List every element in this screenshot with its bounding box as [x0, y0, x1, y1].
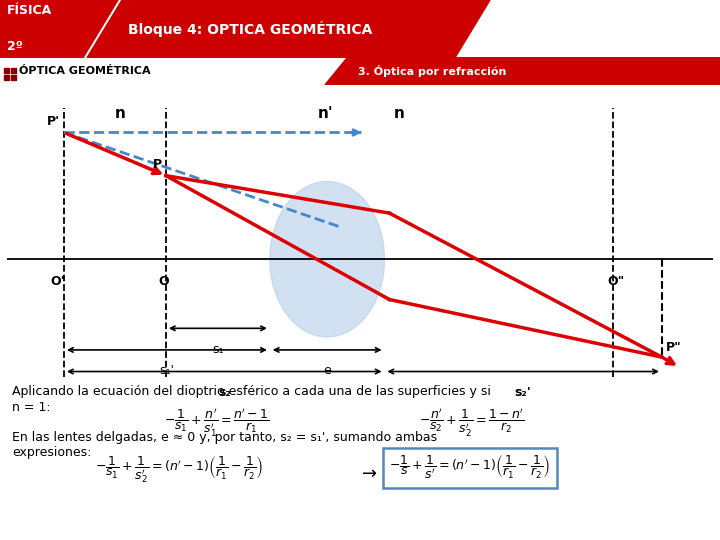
Text: P: P: [153, 158, 162, 172]
Bar: [11, 68, 16, 73]
Text: s₂': s₂': [515, 386, 531, 399]
Text: Bloque 4: OPTICA GEOMÉTRICA: Bloque 4: OPTICA GEOMÉTRICA: [128, 21, 372, 37]
Bar: [4, 68, 9, 73]
Bar: [4, 75, 9, 80]
Polygon shape: [325, 57, 720, 85]
Text: $-\dfrac{1}{s_1}+\dfrac{n^{\prime}}{s_1^{\prime}}=\dfrac{n^{\prime}-1}{r_1}$: $-\dfrac{1}{s_1}+\dfrac{n^{\prime}}{s_1^…: [164, 407, 270, 440]
Bar: [11, 75, 16, 80]
Text: expresiones:: expresiones:: [12, 446, 91, 459]
Text: P': P': [47, 115, 60, 129]
Text: s₁: s₁: [212, 343, 224, 356]
Text: $-\dfrac{n^{\prime}}{s_2}+\dfrac{1}{s_2^{\prime}}=\dfrac{1-n^{\prime}}{r_2}$: $-\dfrac{n^{\prime}}{s_2}+\dfrac{1}{s_2^…: [419, 407, 524, 440]
Text: n: n: [394, 106, 405, 121]
Polygon shape: [0, 0, 118, 58]
Text: En las lentes delgadas, e ≈ 0 y, por tanto, s₂ = s₁', sumando ambas: En las lentes delgadas, e ≈ 0 y, por tan…: [12, 430, 437, 443]
Text: 3. Óptica por refracción: 3. Óptica por refracción: [358, 65, 506, 77]
Text: 2º: 2º: [7, 40, 23, 53]
Text: ÓPTICA GEOMÉTRICA: ÓPTICA GEOMÉTRICA: [19, 66, 150, 76]
Text: s₂: s₂: [218, 386, 230, 399]
Text: n = 1:: n = 1:: [12, 401, 50, 414]
Polygon shape: [87, 0, 490, 58]
Text: P": P": [666, 341, 682, 354]
Ellipse shape: [270, 181, 384, 337]
Text: 24 de 39: 24 de 39: [662, 521, 712, 531]
Text: $\rightarrow$: $\rightarrow$: [358, 464, 378, 482]
Text: $-\dfrac{1}{s}+\dfrac{1}{s^{\prime}}=(n^{\prime}-1)\left(\dfrac{1}{r_1}-\dfrac{1: $-\dfrac{1}{s}+\dfrac{1}{s^{\prime}}=(n^…: [390, 454, 551, 482]
Text: s₁': s₁': [159, 364, 174, 377]
Text: O: O: [158, 275, 168, 288]
Text: e: e: [323, 364, 331, 377]
Text: n': n': [318, 106, 333, 121]
Text: O": O": [607, 275, 624, 288]
Text: $-\dfrac{1}{s_1}+\dfrac{1}{s_2^{\prime}}=(n^{\prime}-1)\left(\dfrac{1}{r_1}-\dfr: $-\dfrac{1}{s_1}+\dfrac{1}{s_2^{\prime}}…: [95, 454, 264, 485]
Text: O': O': [50, 275, 65, 288]
Text: FÍSICA: FÍSICA: [7, 4, 53, 17]
Text: n: n: [115, 106, 126, 121]
Text: Rafael Artacho Cañadas: Rafael Artacho Cañadas: [8, 521, 142, 531]
Text: Aplicando la ecuación del dioptrio esférico a cada una de las superficies y si: Aplicando la ecuación del dioptrio esfér…: [12, 386, 491, 399]
